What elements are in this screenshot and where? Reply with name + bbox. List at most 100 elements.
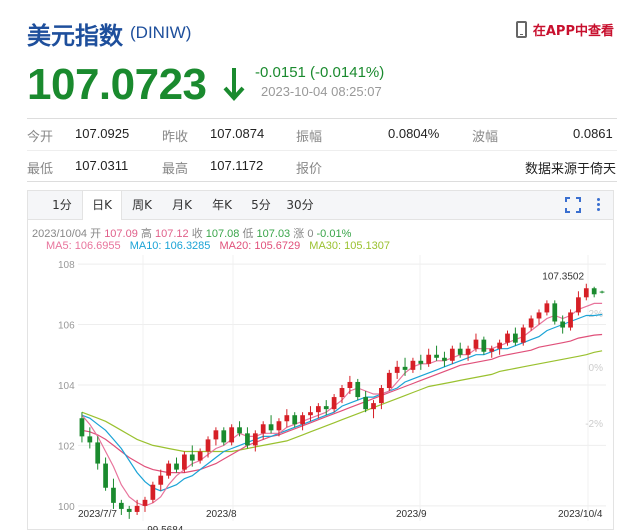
x-tick-label: 2023/9	[396, 509, 427, 520]
candle-body	[268, 424, 274, 431]
candle-body	[449, 348, 455, 361]
y-tick-label: 108	[58, 260, 75, 271]
candle-body	[552, 303, 558, 322]
stat-label: 最高	[162, 161, 189, 176]
stats-row: 今开 107.0925 昨收 107.0874 振幅 0.0804% 波幅 0.…	[27, 119, 617, 151]
candle-body	[166, 463, 171, 476]
candle-body	[497, 342, 502, 349]
close-label: 收	[191, 228, 203, 240]
change-pct: -0.01%	[316, 228, 352, 240]
candle-body	[536, 312, 542, 319]
candle-body	[591, 288, 597, 295]
stat-value: 0.0804%	[388, 126, 440, 141]
tab-daily[interactable]: 日K	[82, 191, 122, 220]
candle-date: 2023/10/04	[32, 228, 88, 240]
ma-legend: MA5: 106.6955 MA10: 106.3285 MA20: 105.6…	[46, 240, 396, 252]
open-value: 107.09	[104, 228, 138, 240]
candle-body	[205, 439, 211, 452]
period-tabs: 1分 日K 周K 月K 年K 5分 30分	[28, 191, 613, 220]
max-price-label: 107.3502	[542, 272, 584, 283]
min-price-label: 99.5684	[147, 525, 184, 530]
candle-body	[528, 318, 534, 328]
open-in-app-link[interactable]: 在APP中查看	[515, 20, 614, 39]
candle-body	[87, 436, 93, 443]
ma20-line	[81, 333, 603, 474]
candle-body	[79, 418, 85, 437]
candle-body	[221, 430, 227, 443]
tab-30min[interactable]: 30分	[286, 198, 314, 212]
low-value: 107.03	[256, 228, 291, 240]
candle-body	[308, 412, 313, 416]
stat-value: 107.1172	[210, 158, 264, 173]
ma10-value: MA10: 106.3285	[129, 240, 211, 252]
candle-body	[505, 333, 510, 343]
stat-label: 振幅	[296, 129, 323, 144]
candle-body	[252, 433, 258, 446]
price-row: 107.0723 -0.0151 (-0.0141%) 2023-10-04 0…	[27, 60, 617, 110]
down-arrow-icon	[223, 68, 245, 101]
candle-body	[339, 388, 345, 398]
stat-label: 最低	[27, 161, 54, 176]
candle-info: 2023/10/04 开 107.09 高 107.12 收 107.08 低 …	[32, 225, 351, 241]
tab-1min[interactable]: 1分	[52, 198, 72, 212]
candlestick-chart[interactable]: 108 106 104 102 100 2% 0% -2% 107.3502 99.5684 202…	[28, 191, 615, 530]
candle-body	[513, 333, 518, 343]
open-in-app-label: 在APP中查看	[532, 24, 614, 39]
candle-body	[260, 424, 266, 434]
candle-body	[315, 406, 321, 413]
candle-body	[489, 348, 495, 352]
high-label: 高	[140, 228, 152, 240]
candle-body	[111, 487, 116, 503]
candle-body	[331, 397, 337, 410]
header: 美元指数 (DINIW) 在APP中查看	[27, 14, 617, 50]
candle-body	[520, 327, 526, 343]
close-value: 107.08	[205, 228, 240, 240]
candle-body	[568, 312, 573, 328]
tab-monthly[interactable]: 月K	[172, 198, 192, 212]
candle-body	[379, 388, 384, 404]
more-icon[interactable]	[595, 197, 603, 213]
stat-label: 今开	[27, 129, 54, 144]
tab-yearly[interactable]: 年K	[212, 198, 232, 212]
high-value: 107.12	[154, 228, 189, 240]
candle-body	[118, 502, 124, 509]
candle-body	[402, 366, 408, 370]
tab-weekly[interactable]: 周K	[132, 198, 152, 212]
stat-label: 报价	[296, 161, 323, 176]
candle-body	[323, 406, 329, 410]
candle-body	[276, 421, 282, 431]
page-title: 美元指数	[27, 22, 123, 50]
candle-body	[197, 451, 203, 461]
candle-body	[174, 463, 179, 470]
data-source: 数据来源于倚天	[525, 161, 617, 176]
x-tick-label: 2023/10/4	[558, 509, 603, 520]
candle-body	[126, 508, 132, 512]
candle-body	[142, 499, 148, 506]
x-tick-label: 2023/8	[206, 509, 237, 520]
candle-body	[434, 354, 439, 358]
current-price: 107.0723	[27, 60, 207, 109]
candle-body	[103, 463, 108, 488]
candle-body	[237, 427, 242, 434]
kline-chart-panel: 1分 日K 周K 月K 年K 5分 30分 108 106 104 102 100 2% 0…	[27, 190, 614, 530]
ma20-value: MA20: 105.6729	[219, 240, 301, 252]
candle-body	[544, 303, 550, 313]
y-tick-label: 106	[58, 321, 75, 332]
fullscreen-icon[interactable]	[565, 197, 581, 213]
candle-body	[560, 321, 566, 328]
candle-body	[134, 505, 140, 512]
stat-label: 波幅	[472, 129, 499, 144]
stat-label: 昨收	[162, 129, 189, 144]
phone-icon	[515, 21, 527, 38]
candle-body	[457, 348, 463, 355]
quote-time: 2023-10-04 08:25:07	[261, 84, 382, 99]
candle-body	[284, 415, 290, 422]
candle-body	[394, 366, 400, 373]
pct-tick-label: 0%	[589, 363, 604, 374]
ma10-line	[81, 313, 603, 492]
change-value: 0	[307, 228, 314, 240]
tab-5min[interactable]: 5分	[251, 198, 271, 212]
candle-body	[481, 339, 487, 352]
y-tick-label: 104	[58, 381, 75, 392]
ma5-value: MA5: 106.6955	[46, 240, 121, 252]
